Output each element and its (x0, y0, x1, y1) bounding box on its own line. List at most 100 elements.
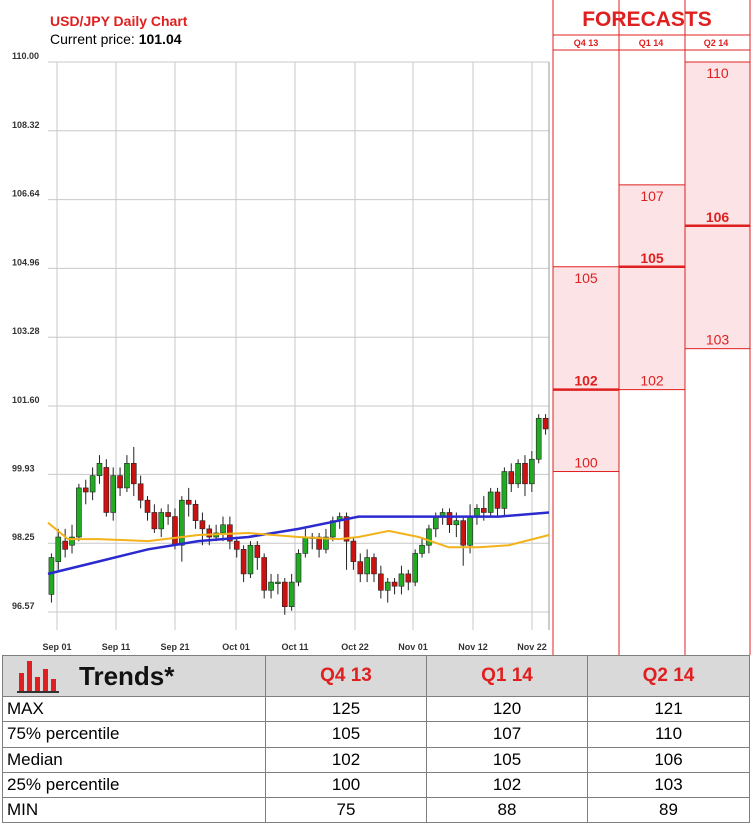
x-tick-label: Nov 22 (517, 642, 547, 652)
forecast-p25-label: 103 (706, 332, 730, 348)
trends-col-q4-13: Q4 13 (265, 654, 427, 698)
candle-up (453, 520, 460, 526)
candle-down (343, 516, 350, 542)
candle-down (481, 508, 487, 513)
forecasts-title: FORECASTS (582, 8, 712, 31)
candle-up (158, 512, 165, 530)
candle-down (378, 573, 384, 591)
x-tick-label: Sep 11 (102, 642, 131, 652)
y-tick-label: 110.00 (12, 51, 39, 61)
x-tick-label: Nov 12 (458, 642, 488, 652)
cell-value: 75 (265, 796, 427, 824)
y-tick-label: 106.64 (12, 189, 40, 199)
forecast-p75-label: 107 (640, 188, 664, 204)
cell-value: 105 (265, 721, 427, 748)
candle-down (508, 471, 515, 485)
x-tick-label: Oct 11 (281, 642, 308, 652)
candle-down (117, 475, 123, 489)
cell-value: 89 (587, 796, 750, 824)
cell-value: 102 (265, 746, 427, 773)
y-tick-label: 104.96 (12, 257, 40, 267)
candle-up (426, 528, 432, 546)
forecast-quarter-q1-14: Q1 14 (639, 38, 664, 48)
candle-up (268, 581, 274, 591)
candle-up (55, 536, 62, 562)
cell-value: 106 (587, 746, 750, 773)
candle-up (398, 573, 405, 587)
y-tick-label: 108.32 (12, 120, 40, 130)
y-tick-label: 99.93 (12, 463, 35, 473)
trends-row-max: MAX 125 120 121 (2, 696, 750, 723)
candle-up (474, 508, 480, 517)
candle-down (130, 463, 137, 485)
cell-value: 105 (426, 746, 588, 773)
trends-table: Trends* Q4 13 Q1 14 Q2 14 MAX 125 120 12… (2, 654, 750, 824)
candle-up (110, 475, 116, 513)
candle-down (103, 467, 110, 513)
candle-up (515, 463, 521, 485)
forecast-band (552, 266, 620, 473)
candle-down (165, 512, 171, 517)
candle-up (302, 536, 309, 554)
row-label: 25% percentile (2, 771, 266, 798)
cell-value: 120 (426, 696, 588, 723)
candle-up (179, 499, 185, 546)
candle-down (261, 557, 267, 591)
trends-title: Trends* (79, 660, 175, 691)
current-price-value: 101.04 (139, 31, 182, 47)
candle-up (220, 524, 226, 534)
candle-down (185, 499, 192, 505)
usdjpy-chart: 105 102 100 107 105 102 110 106 103 110.00 108.32… (12, 0, 751, 655)
candle-up (247, 544, 254, 575)
candle-up (467, 516, 473, 546)
cell-value: 125 (265, 696, 427, 723)
y-tick-label: 103.28 (12, 326, 40, 336)
x-tick-label: Sep 21 (160, 642, 189, 652)
cell-value: 100 (265, 771, 427, 798)
candle-down (62, 540, 68, 550)
cell-value: 121 (587, 696, 750, 723)
candle-up (364, 557, 370, 575)
trends-col-q1-14: Q1 14 (426, 654, 588, 698)
y-tick-label: 98.25 (12, 532, 35, 542)
forecast-panel: 105 102 100 107 105 102 110 106 103 (552, 0, 751, 655)
x-tick-label: Oct 22 (341, 642, 369, 652)
candle-down (281, 581, 288, 607)
cell-value: 110 (587, 721, 750, 748)
forecast-p25-label: 100 (574, 455, 598, 471)
candle-up (124, 463, 130, 489)
trends-col-q2-14: Q2 14 (587, 654, 750, 698)
candle-up (412, 553, 418, 583)
candle-down (137, 483, 144, 501)
candle-down (350, 540, 357, 562)
candle-down (460, 520, 467, 546)
fast-moving-average-line (47, 521, 550, 549)
candle-up (89, 475, 96, 493)
trends-title-cell: Trends* (2, 654, 266, 698)
y-tick-label: 101.60 (12, 395, 40, 405)
bar-chart-icon (17, 661, 59, 694)
candle-up (96, 463, 103, 476)
trends-row-min: MIN 75 88 89 (2, 796, 750, 824)
candle-up (295, 553, 302, 583)
candle-down (522, 463, 528, 485)
trends-row-p75: 75% percentile 105 107 110 (2, 721, 750, 748)
y-tick-label: 96.57 (12, 601, 35, 611)
candle-up (76, 487, 82, 538)
current-price-label: Current price: (50, 31, 135, 47)
candle-down (316, 536, 322, 550)
candle-down (199, 520, 206, 530)
forecast-quarter-q4-13: Q4 13 (574, 38, 599, 48)
forecast-band (618, 184, 686, 391)
candle-up (384, 581, 391, 591)
row-label: MAX (2, 696, 266, 723)
axis-labels: 110.00 108.32 106.64 104.96 103.28 101.60 99.9… (12, 51, 547, 652)
cell-value: 107 (426, 721, 588, 748)
candle-down (172, 516, 178, 546)
cell-value: 103 (587, 771, 750, 798)
candle-up (69, 536, 75, 546)
moving-averages (47, 511, 550, 576)
candlestick-series (48, 414, 549, 615)
candle-down (542, 417, 549, 430)
trends-row-p25: 25% percentile 100 102 103 (2, 771, 750, 798)
